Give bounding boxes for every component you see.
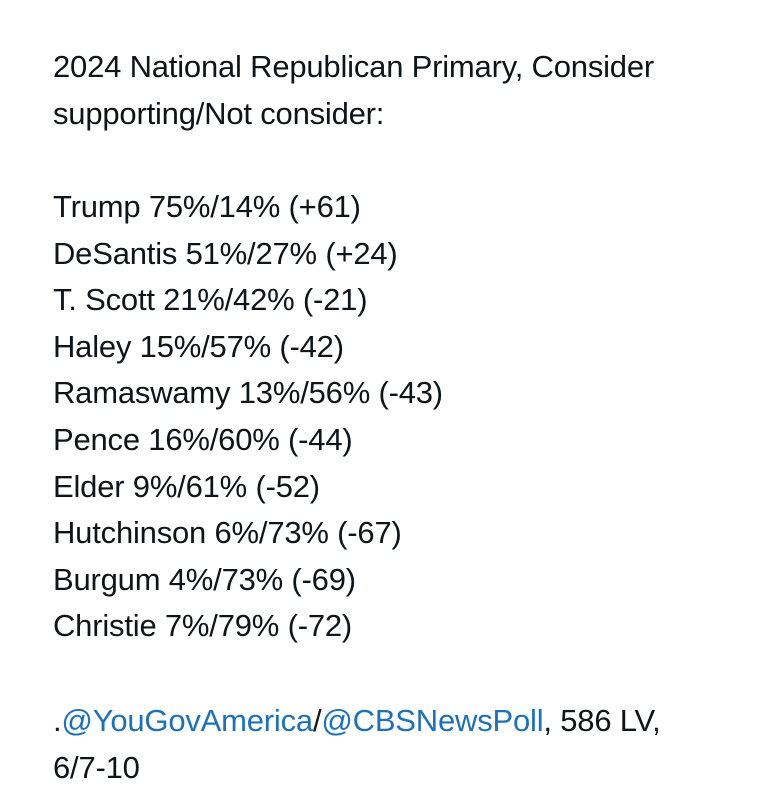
- poll-result-burgum: Burgum 4%/73% (-69): [53, 561, 356, 597]
- mention-link-yougovamerica[interactable]: @YouGovAmerica: [61, 702, 313, 738]
- poll-source: .@YouGovAmerica/@CBSNewsPoll, 586 LV, 6/…: [53, 697, 763, 791]
- source-sample-size: , 586 LV,: [543, 702, 661, 738]
- poll-result-elder: Elder 9%/61% (-52): [53, 468, 320, 504]
- post-title-line-2: supporting/Not consider:: [53, 96, 385, 131]
- poll-result-christie: Christie 7%/79% (-72): [53, 608, 353, 644]
- source-line-1: .@YouGovAmerica/@CBSNewsPoll, 586 LV,: [53, 697, 763, 744]
- mention-link-cbsnewspoll[interactable]: @CBSNewsPoll: [321, 702, 544, 738]
- post-text: 2024 National Republican Primary, Consid…: [53, 43, 763, 791]
- blank-line: [53, 137, 763, 184]
- poll-result-pence: Pence 16%/60% (-44): [53, 421, 353, 457]
- poll-result-ramaswamy: Ramaswamy 13%/56% (-43): [53, 375, 443, 411]
- source-prefix: .: [53, 702, 62, 738]
- blank-line: [53, 650, 763, 697]
- poll-result-hutchinson: Hutchinson 6%/73% (-67): [53, 515, 402, 551]
- poll-result-trump: Trump 75%/14% (+61): [53, 189, 361, 224]
- post-title-line-1: 2024 National Republican Primary, Consid…: [53, 49, 655, 84]
- source-separator: /: [312, 702, 322, 738]
- source-date: 6/7-10: [53, 749, 140, 785]
- poll-result-haley: Haley 15%/57% (-42): [53, 328, 344, 364]
- poll-result-desantis: DeSantis 51%/27% (+24): [53, 235, 398, 271]
- poll-result-t-scott: T. Scott 21%/42% (-21): [53, 282, 368, 318]
- poll-results-list: Trump 75%/14% (+61) DeSantis 51%/27% (+2…: [53, 184, 763, 650]
